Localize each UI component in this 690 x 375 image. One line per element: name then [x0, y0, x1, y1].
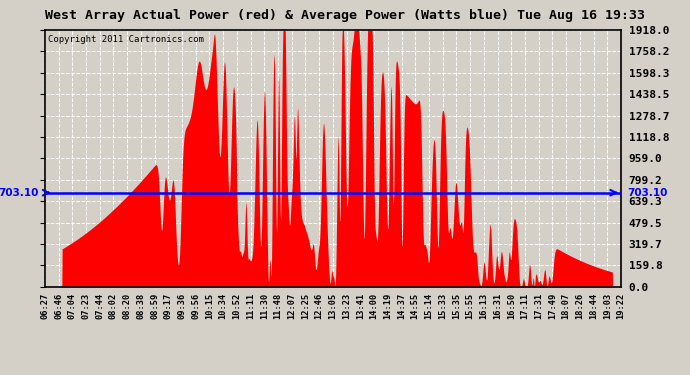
Text: West Array Actual Power (red) & Average Power (Watts blue) Tue Aug 16 19:33: West Array Actual Power (red) & Average … — [45, 9, 645, 22]
Text: Copyright 2011 Cartronics.com: Copyright 2011 Cartronics.com — [48, 35, 204, 44]
Text: 703.10: 703.10 — [0, 188, 39, 198]
Text: 703.10: 703.10 — [627, 188, 667, 198]
